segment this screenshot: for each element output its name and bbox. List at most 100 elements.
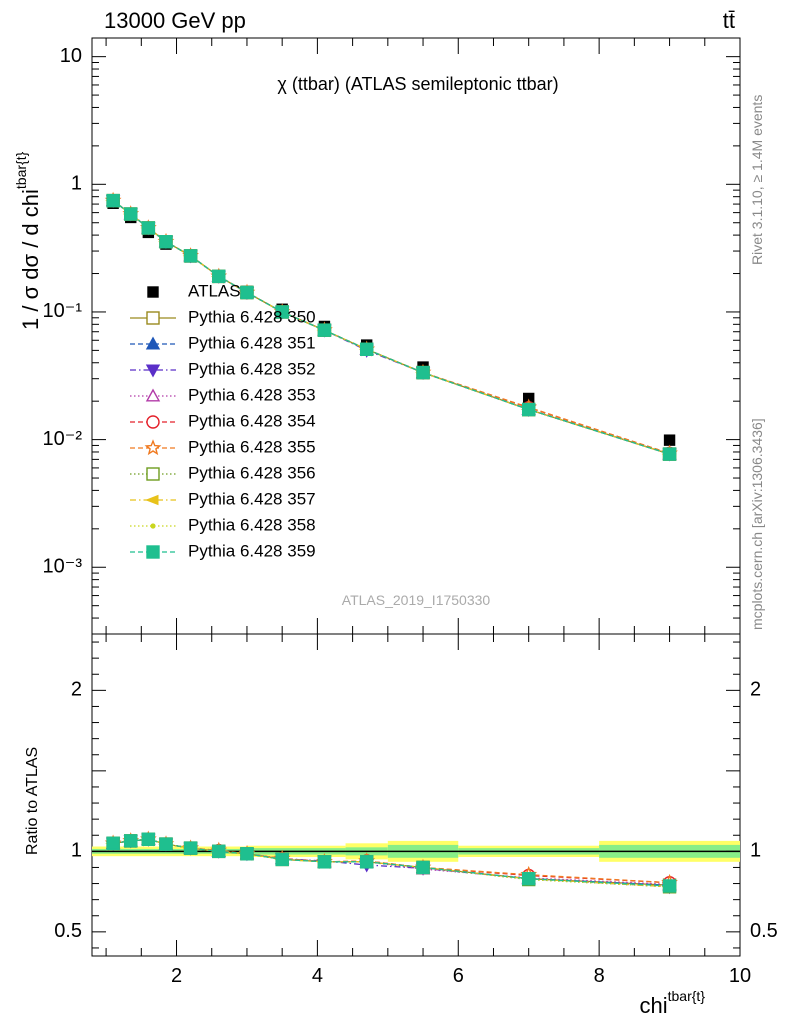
legend-marker xyxy=(145,388,161,402)
legend-marker xyxy=(150,523,156,529)
ratio-axes: 2 4 6 8 10 0.5 0.5 1 1 2 2 xyxy=(54,634,778,987)
legend-entry: Pythia 6.428 358 xyxy=(130,515,316,534)
main-data-point xyxy=(240,285,254,300)
ratio-x-tick-label: 8 xyxy=(594,965,605,987)
legend-marker xyxy=(146,467,160,481)
main-axes: 10⁻³ 10⁻² 10⁻¹ 1 10 xyxy=(43,38,741,635)
legend-label: Pythia 6.428 353 xyxy=(188,385,316,404)
ratio-data-point xyxy=(359,855,374,869)
main-y-tick-label: 10⁻³ xyxy=(43,556,83,578)
main-data-point xyxy=(663,434,676,446)
main-y-axis-label-text: 1 / σ dσ / d chi xyxy=(18,189,43,330)
ratio-data-point xyxy=(159,837,173,851)
main-data-point xyxy=(317,323,332,337)
ratio-y-tick-label: 0.5 xyxy=(54,920,82,942)
legend-label: ATLAS xyxy=(188,281,241,300)
main-data-point xyxy=(521,402,536,417)
x-axis-label-sup: tbar{t} xyxy=(668,988,706,1004)
ratio-y-tick-label-right: 1 xyxy=(750,840,761,862)
main-series-10 xyxy=(106,193,677,461)
legend-marker xyxy=(144,439,162,456)
ratio-data-point xyxy=(212,844,226,859)
legend-marker xyxy=(145,364,161,378)
ratio-x-tick-label: 10 xyxy=(729,965,751,987)
main-y-tick-label: 10 xyxy=(60,45,82,67)
main-data-point xyxy=(212,269,226,284)
legend-entry: Pythia 6.428 352 xyxy=(130,359,316,378)
ratio-data-point xyxy=(106,836,120,850)
analysis-id: ATLAS_2019_I1750330 xyxy=(342,592,491,608)
ratio-data-point xyxy=(416,860,430,875)
main-y-tick-label: 10⁻¹ xyxy=(43,300,83,322)
legend-entry: Pythia 6.428 354 xyxy=(130,411,316,430)
legend-label: Pythia 6.428 359 xyxy=(188,541,316,560)
main-data-point xyxy=(159,235,173,249)
legend-entry: Pythia 6.428 351 xyxy=(130,333,316,352)
legend-label: Pythia 6.428 355 xyxy=(188,437,316,456)
ratio-data-point xyxy=(141,832,156,846)
ratio-y-tick-label: 1 xyxy=(71,840,82,862)
legend-entry: Pythia 6.428 350 xyxy=(130,307,316,326)
x-axis-label-text: chi xyxy=(640,993,668,1018)
ratio-x-tick-label: 2 xyxy=(171,965,182,987)
main-data-point xyxy=(662,447,677,461)
ratio-data-point xyxy=(662,879,677,893)
ratio-y-tick-label-right: 2 xyxy=(750,679,761,701)
svg-text:1 / σ dσ / d chitbar{t}: 1 / σ dσ / d chitbar{t} xyxy=(13,151,43,330)
main-y-tick-label: 1 xyxy=(71,173,82,195)
ratio-data-point xyxy=(317,855,332,869)
legend-entry: Pythia 6.428 359 xyxy=(130,541,316,560)
ratio-y-tick-label-right: 0.5 xyxy=(750,920,778,942)
main-data-point xyxy=(359,342,374,356)
main-data-point xyxy=(124,207,138,221)
main-y-axis-label: 1 / σ dσ / d chitbar{t} xyxy=(13,151,43,330)
ratio-x-tick-label: 4 xyxy=(312,965,323,987)
legend-marker xyxy=(147,286,159,298)
ratio-series-layer xyxy=(104,830,678,895)
legend-marker xyxy=(146,415,160,429)
legend-label: Pythia 6.428 358 xyxy=(188,515,316,534)
ratio-panel-frame xyxy=(91,633,741,957)
legend-label: Pythia 6.428 350 xyxy=(188,307,316,326)
main-series-layer xyxy=(104,191,678,462)
legend-marker xyxy=(146,545,160,559)
main-data-point xyxy=(416,365,430,380)
ratio-data-point xyxy=(240,847,254,861)
legend-marker xyxy=(146,311,160,325)
main-y-axis-label-sup: tbar{t} xyxy=(13,151,29,189)
legend-marker xyxy=(145,336,161,350)
legend: ATLAS Pythia 6.428 350 Pythia 6.428 351 Pyt… xyxy=(130,281,316,560)
energy-label: 13000 GeV pp xyxy=(104,8,246,33)
ratio-data-point xyxy=(124,834,138,848)
legend-label: Pythia 6.428 352 xyxy=(188,359,316,378)
legend-marker xyxy=(145,494,159,506)
main-y-tick-label: 10⁻² xyxy=(43,428,83,450)
legend-label: Pythia 6.428 351 xyxy=(188,333,316,352)
ratio-data-point xyxy=(183,841,198,855)
main-data-point xyxy=(183,249,198,263)
legend-entry: Pythia 6.428 353 xyxy=(130,385,316,404)
ratio-x-tick-label: 6 xyxy=(453,965,464,987)
legend-label: Pythia 6.428 354 xyxy=(188,411,316,430)
legend-entry: ATLAS xyxy=(147,281,241,300)
x-axis-label: chitbar{t} xyxy=(640,988,706,1018)
ratio-data-point xyxy=(521,872,536,886)
process-label: tt̄ xyxy=(723,8,735,33)
side-label-top: Rivet 3.1.10, ≥ 1.4M events xyxy=(749,95,765,265)
legend-entry: Pythia 6.428 355 xyxy=(130,437,316,456)
side-label-bottom: mcplots.cern.ch [arXiv:1306.3436] xyxy=(749,418,765,630)
ratio-data-point xyxy=(275,852,289,867)
legend-entry: Pythia 6.428 357 xyxy=(130,489,316,508)
main-data-point xyxy=(275,305,289,319)
ratio-series-9 xyxy=(106,832,677,893)
legend-label: Pythia 6.428 357 xyxy=(188,489,316,508)
plot-title: χ (ttbar) (ATLAS semileptonic ttbar) xyxy=(277,74,558,94)
svg-text:chitbar{t}: chitbar{t} xyxy=(640,988,706,1018)
legend-entry: Pythia 6.428 356 xyxy=(130,463,316,482)
ratio-y-axis-label: Ratio to ATLAS xyxy=(24,747,41,855)
legend-label: Pythia 6.428 356 xyxy=(188,463,316,482)
ratio-y-tick-label: 2 xyxy=(71,679,82,701)
main-data-point xyxy=(141,221,156,235)
main-data-point xyxy=(106,193,120,208)
